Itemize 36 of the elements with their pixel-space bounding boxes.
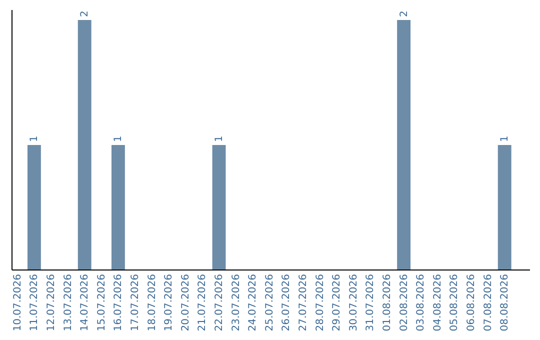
x-tick-label: 20.07.2026 (180, 274, 192, 332)
data-label: 2 (80, 10, 91, 17)
x-tick-label: 31.07.2026 (365, 274, 376, 332)
x-tick-label: 07.08.2026 (482, 274, 494, 332)
x-tick-label: 29.07.2026 (332, 274, 343, 332)
x-tick-label: 19.07.2026 (164, 274, 175, 332)
x-tick-label: 15.07.2026 (96, 274, 108, 332)
x-tick-label: 10.07.2026 (12, 274, 24, 332)
x-tick-label: 06.08.2026 (466, 274, 477, 332)
x-tick-label: 21.07.2026 (197, 274, 208, 332)
data-label: 2 (398, 10, 410, 17)
x-tick-label: 13.07.2026 (62, 274, 74, 332)
x-tick-label: 14.07.2026 (80, 274, 91, 332)
x-tick-label: 30.07.2026 (348, 274, 360, 332)
x-tick-label: 05.08.2026 (449, 274, 460, 332)
x-tick-label: 28.07.2026 (314, 274, 326, 332)
x-tick-label: 27.07.2026 (298, 274, 309, 332)
x-tick-label: 12.07.2026 (46, 274, 57, 332)
data-label: 1 (214, 136, 225, 142)
x-tick-label: 04.08.2026 (432, 274, 444, 332)
x-tick-label: 17.07.2026 (130, 274, 141, 332)
x-tick-label: 22.07.2026 (214, 274, 225, 332)
x-tick-label: 03.08.2026 (416, 274, 427, 332)
x-tick-label: 24.07.2026 (248, 274, 259, 332)
x-tick-label: 08.08.2026 (500, 274, 511, 332)
x-tick-label: 02.08.2026 (398, 274, 410, 332)
data-label: 1 (29, 136, 40, 142)
data-label: 1 (500, 136, 511, 142)
x-tick-label: 23.07.2026 (230, 274, 242, 332)
x-tick-label: 25.07.2026 (264, 274, 276, 332)
data-label: 1 (113, 136, 124, 142)
x-tick-label: 16.07.2026 (113, 274, 124, 332)
x-tick-label: 18.07.2026 (146, 274, 158, 332)
x-tick-label: 11.07.2026 (29, 274, 40, 332)
x-tick-label: 01.08.2026 (382, 274, 393, 332)
x-tick-label: 26.07.2026 (281, 274, 292, 332)
